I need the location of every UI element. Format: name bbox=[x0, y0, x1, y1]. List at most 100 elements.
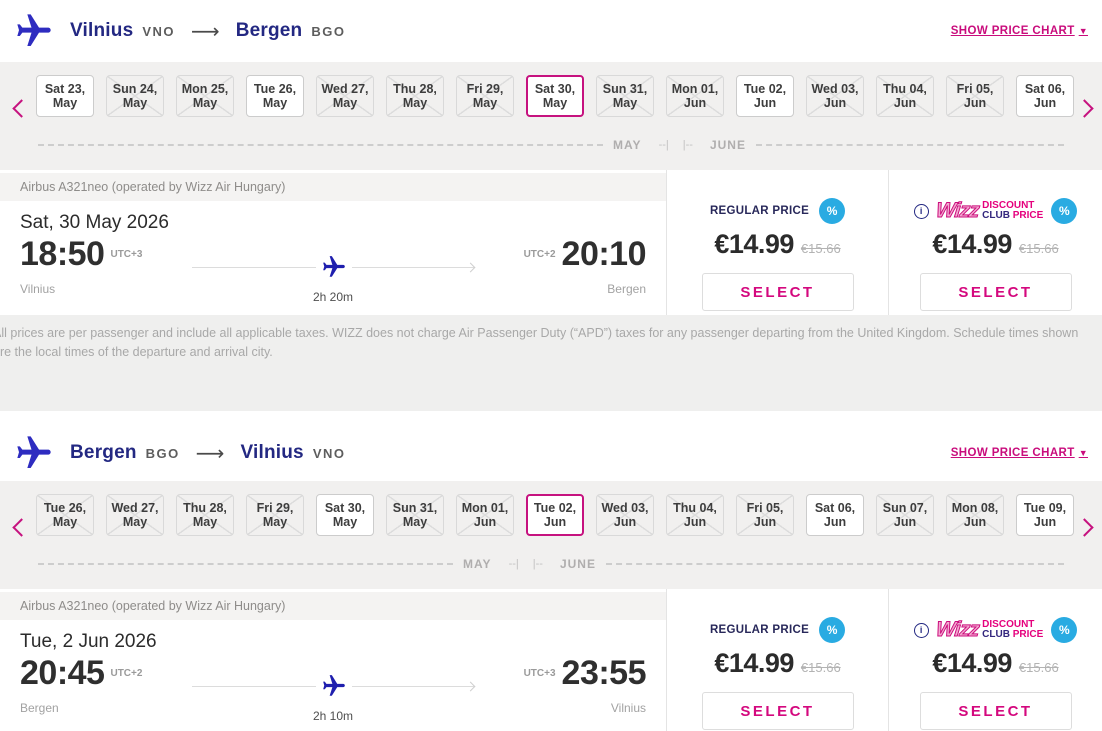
date-tile[interactable]: Sat 23, May bbox=[36, 75, 94, 117]
flight-path: 2h 10m bbox=[178, 656, 488, 723]
date-tile-day: Mon 01, bbox=[671, 81, 719, 96]
ruler-dash bbox=[38, 144, 603, 146]
route-arrow-icon: ⟶ bbox=[195, 442, 225, 465]
route-arrow-icon: ⟶ bbox=[191, 20, 220, 43]
discount-percent-badge-icon: % bbox=[819, 198, 846, 224]
date-tile[interactable]: Wed 27, May bbox=[106, 494, 164, 536]
destination-code: VNO bbox=[312, 445, 346, 461]
select-club-button[interactable]: SELECT bbox=[919, 692, 1072, 730]
club-price-value: €14.99 bbox=[932, 229, 1012, 259]
ruler-dash bbox=[755, 144, 1064, 146]
date-tile[interactable]: Sun 07, Jun bbox=[876, 494, 934, 536]
date-tile[interactable]: Tue 09, Jun bbox=[1016, 494, 1074, 536]
aircraft-info: Airbus A321neo (operated by Wizz Air Hun… bbox=[0, 592, 666, 620]
date-tile-month: Jun bbox=[893, 96, 917, 110]
plane-icon bbox=[316, 673, 352, 699]
flight-date: Sat, 30 May 2026 bbox=[20, 212, 169, 233]
select-regular-button[interactable]: SELECT bbox=[701, 692, 854, 730]
date-tile-month: May bbox=[542, 96, 568, 110]
date-tile-day: Thu 04, bbox=[673, 500, 717, 515]
date-tile[interactable]: Wed 03, Jun bbox=[596, 494, 654, 536]
date-tile[interactable]: Fri 05, Jun bbox=[736, 494, 794, 536]
date-tile[interactable]: Thu 28, May bbox=[386, 75, 444, 117]
club-price-cell: i Wizz DISCOUNT CLUB PRICE % €14.99 €15.… bbox=[888, 589, 1102, 731]
date-tile-month: Jun bbox=[823, 515, 847, 529]
date-tile-day: Sun 07, bbox=[882, 500, 928, 515]
date-tile-day: Mon 25, bbox=[181, 81, 229, 96]
date-tile[interactable]: Mon 01, Jun bbox=[456, 494, 514, 536]
route-header: Vilnius VNO ⟶ Bergen BGO SHOW PRICE CHAR… bbox=[0, 0, 1102, 62]
select-club-button[interactable]: SELECT bbox=[919, 273, 1072, 311]
date-tile[interactable]: Mon 25, May bbox=[176, 75, 234, 117]
arrival-utc-offset: UTC+2 bbox=[523, 249, 556, 261]
info-icon[interactable]: i bbox=[913, 622, 929, 638]
month-label-june: JUNE bbox=[559, 557, 596, 571]
info-icon[interactable]: i bbox=[913, 203, 929, 219]
show-price-chart-label: SHOW PRICE CHART bbox=[950, 447, 1075, 459]
date-tile[interactable]: Sat 06, Jun bbox=[1016, 75, 1074, 117]
date-tile[interactable]: Mon 01, Jun bbox=[666, 75, 724, 117]
date-tile[interactable]: Sat 30, May bbox=[526, 75, 584, 117]
regular-price-label: REGULAR PRICE bbox=[709, 624, 810, 636]
aircraft-info: Airbus A321neo (operated by Wizz Air Hun… bbox=[0, 173, 666, 201]
date-tile[interactable]: Thu 04, Jun bbox=[876, 75, 934, 117]
departure-block: 18:50 UTC+3 Vilnius bbox=[20, 236, 178, 295]
departure-city: Bergen bbox=[20, 700, 59, 715]
destination-city: Vilnius bbox=[240, 442, 304, 463]
departure-block: 20:45 UTC+2 Bergen bbox=[20, 654, 178, 715]
show-price-chart-link[interactable]: SHOW PRICE CHART ▼ bbox=[951, 25, 1088, 37]
date-tile-month: Jun bbox=[893, 515, 917, 529]
date-tile[interactable]: Sun 24, May bbox=[106, 75, 164, 117]
flight-duration: 2h 20m bbox=[312, 290, 354, 304]
date-tile[interactable]: Thu 04, Jun bbox=[666, 494, 724, 536]
flight-path-line bbox=[351, 266, 475, 268]
regular-price-value: €14.99 bbox=[714, 648, 794, 678]
date-tile-day: Tue 09, bbox=[1023, 500, 1067, 515]
date-tile[interactable]: Tue 02, Jun bbox=[526, 494, 584, 536]
date-tile[interactable]: Sat 30, May bbox=[316, 494, 374, 536]
regular-price-label: REGULAR PRICE bbox=[709, 205, 810, 217]
discount-club-price-label: DISCOUNT CLUB PRICE bbox=[982, 618, 1044, 640]
ruler-tick-right: |-- bbox=[532, 558, 543, 570]
date-tile[interactable]: Wed 03, Jun bbox=[806, 75, 864, 117]
discount-percent-badge-icon: % bbox=[1051, 198, 1078, 224]
club-price-old: €15.66 bbox=[1018, 660, 1059, 675]
date-tile-month: May bbox=[262, 515, 288, 529]
date-tile[interactable]: Sun 31, May bbox=[596, 75, 654, 117]
club-price-cell: i Wizz DISCOUNT CLUB PRICE % €14.99 €15.… bbox=[888, 170, 1102, 315]
outbound-section: Vilnius VNO ⟶ Bergen BGO SHOW PRICE CHAR… bbox=[0, 0, 1102, 315]
arrowhead-icon bbox=[465, 681, 476, 691]
date-tile-day: Sat 06, bbox=[814, 500, 856, 515]
origin-code: VNO bbox=[142, 23, 176, 39]
date-tile-month: May bbox=[52, 515, 78, 529]
date-tile[interactable]: Tue 26, May bbox=[246, 75, 304, 117]
date-tile-day: Sat 30, bbox=[534, 81, 576, 96]
date-tile[interactable]: Wed 27, May bbox=[316, 75, 374, 117]
wizz-logo: Wizz bbox=[934, 199, 980, 223]
date-tile-month: Jun bbox=[473, 515, 497, 529]
select-regular-button[interactable]: SELECT bbox=[701, 273, 854, 311]
date-tile[interactable]: Sat 06, Jun bbox=[806, 494, 864, 536]
date-tile-day: Fri 05, bbox=[956, 81, 994, 96]
date-tile[interactable]: Tue 26, May bbox=[36, 494, 94, 536]
flight-times: 20:45 UTC+2 Bergen 2h 10m bbox=[0, 653, 666, 723]
date-tile[interactable]: Fri 05, Jun bbox=[946, 75, 1004, 117]
date-tile[interactable]: Fri 29, May bbox=[246, 494, 304, 536]
date-tile-month: May bbox=[262, 96, 288, 110]
departure-time: 20:45 bbox=[20, 654, 105, 692]
destination-city: Bergen bbox=[235, 20, 303, 41]
section-gap bbox=[0, 411, 1102, 425]
date-tile[interactable]: Fri 29, May bbox=[456, 75, 514, 117]
date-tile[interactable]: Tue 02, Jun bbox=[736, 75, 794, 117]
ruler-tick-left: --| bbox=[658, 139, 669, 151]
flight-details: Airbus A321neo (operated by Wizz Air Hun… bbox=[0, 589, 666, 731]
show-price-chart-link[interactable]: SHOW PRICE CHART ▼ bbox=[951, 447, 1088, 459]
date-tile-day: Wed 03, bbox=[601, 500, 649, 515]
date-tile[interactable]: Thu 28, May bbox=[176, 494, 234, 536]
disclaimer-text: All prices are per passenger and include… bbox=[0, 315, 1102, 411]
discount-club-price-label: DISCOUNT CLUB PRICE bbox=[982, 199, 1044, 221]
plane-icon bbox=[14, 10, 56, 52]
date-tile[interactable]: Mon 08, Jun bbox=[946, 494, 1004, 536]
date-tile[interactable]: Sun 31, May bbox=[386, 494, 444, 536]
date-tile-day: Thu 28, bbox=[183, 500, 227, 515]
